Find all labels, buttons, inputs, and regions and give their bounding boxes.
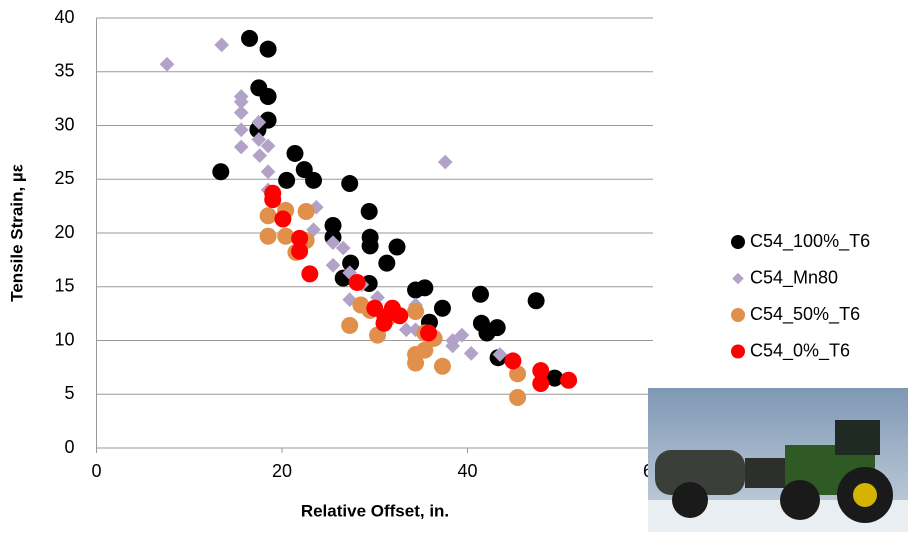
point bbox=[260, 207, 277, 224]
point bbox=[252, 148, 267, 163]
point bbox=[489, 319, 506, 336]
point bbox=[560, 372, 577, 389]
point bbox=[278, 172, 295, 189]
point bbox=[234, 140, 249, 155]
y-tick-label: 15 bbox=[54, 276, 74, 296]
grid: 05101520253035400204060 bbox=[54, 7, 663, 481]
point bbox=[286, 145, 303, 162]
point bbox=[301, 265, 318, 282]
point bbox=[341, 317, 358, 334]
point bbox=[349, 274, 366, 291]
x-axis-title: Relative Offset, in. bbox=[301, 501, 449, 520]
legend-label: C54_0%_T6 bbox=[750, 340, 850, 361]
point bbox=[407, 303, 424, 320]
legend-label: C54_100%_T6 bbox=[750, 231, 870, 252]
y-tick-label: 10 bbox=[54, 329, 74, 349]
point bbox=[212, 163, 229, 180]
legend-marker bbox=[731, 235, 745, 249]
point bbox=[378, 255, 395, 272]
point bbox=[376, 308, 393, 325]
point bbox=[326, 258, 341, 273]
y-tick-label: 0 bbox=[64, 437, 74, 457]
legend-marker bbox=[731, 345, 745, 359]
point bbox=[504, 352, 521, 369]
point bbox=[416, 279, 433, 296]
point bbox=[509, 389, 526, 406]
point bbox=[274, 211, 291, 228]
y-axis-title: Tensile Strain, µε bbox=[7, 164, 26, 302]
x-tick-label: 20 bbox=[272, 461, 292, 481]
photo-wheel bbox=[780, 480, 820, 520]
legend-label: C54_50%_T6 bbox=[750, 304, 860, 325]
photo-hitch bbox=[745, 458, 785, 488]
legend-marker bbox=[732, 273, 744, 285]
x-tick-label: 40 bbox=[457, 461, 477, 481]
legend-label: C54_Mn80 bbox=[750, 267, 838, 288]
point bbox=[434, 358, 451, 375]
point bbox=[438, 155, 453, 170]
legend: C54_100%_T6 C54_Mn80 C54_50%_T6 C54_0%_T6 bbox=[731, 231, 870, 362]
point bbox=[261, 164, 276, 179]
point bbox=[291, 243, 308, 260]
point bbox=[260, 228, 277, 245]
y-tick-label: 25 bbox=[54, 168, 74, 188]
chart: Relative Offset, in. Tensile Strain, µε … bbox=[0, 0, 908, 532]
point bbox=[532, 375, 549, 392]
y-tick-label: 20 bbox=[54, 222, 74, 242]
point bbox=[464, 346, 479, 361]
photo bbox=[648, 388, 908, 532]
point bbox=[434, 300, 451, 317]
point bbox=[260, 88, 277, 105]
point bbox=[260, 41, 277, 58]
y-tick-label: 30 bbox=[54, 114, 74, 134]
point bbox=[305, 172, 322, 189]
point bbox=[391, 307, 408, 324]
point bbox=[298, 203, 315, 220]
legend-marker bbox=[731, 308, 745, 322]
photo-hub bbox=[853, 483, 877, 507]
point bbox=[214, 38, 229, 53]
point bbox=[420, 324, 437, 341]
y-tick-label: 40 bbox=[54, 7, 74, 27]
point bbox=[264, 191, 281, 208]
point bbox=[234, 105, 249, 120]
point bbox=[389, 238, 406, 255]
photo-cab bbox=[835, 420, 880, 455]
photo-wheel bbox=[672, 482, 708, 518]
point bbox=[361, 203, 378, 220]
point bbox=[234, 122, 249, 137]
point bbox=[472, 286, 489, 303]
point bbox=[528, 292, 545, 309]
x-tick-label: 0 bbox=[91, 461, 101, 481]
marks bbox=[160, 30, 577, 406]
y-tick-label: 5 bbox=[64, 383, 74, 403]
point bbox=[160, 57, 175, 72]
point bbox=[241, 30, 258, 47]
y-tick-label: 35 bbox=[54, 61, 74, 81]
point bbox=[362, 237, 379, 254]
point bbox=[341, 175, 358, 192]
